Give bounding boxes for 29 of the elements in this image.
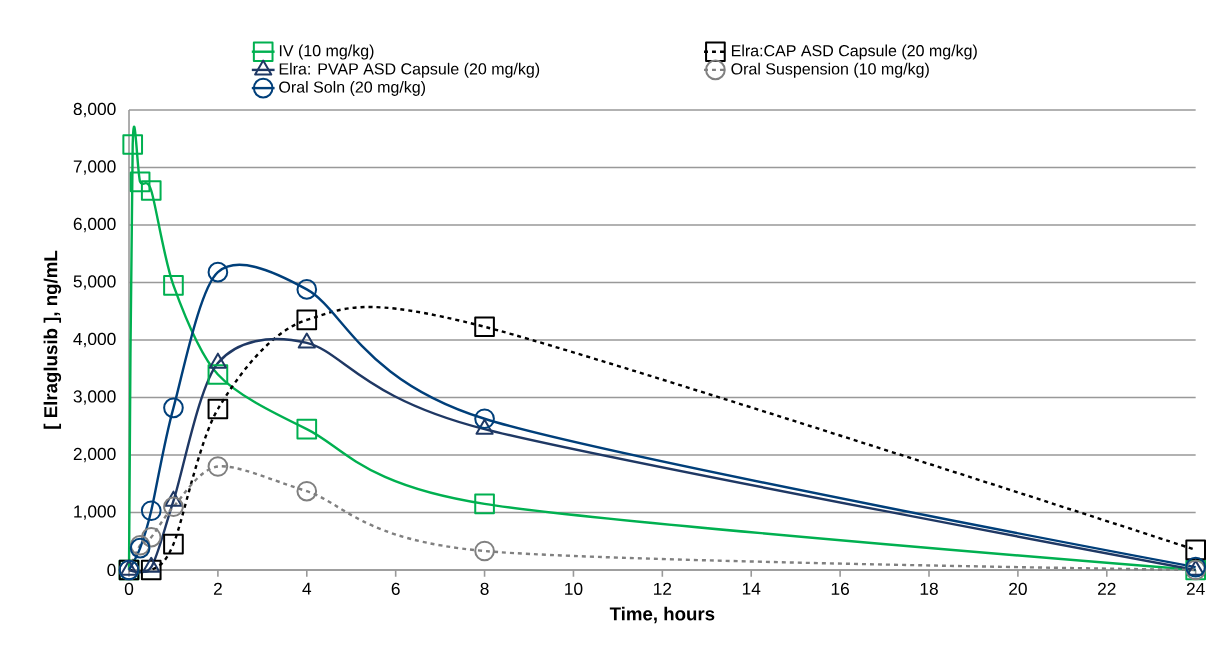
y-tick-label: 5,000 bbox=[73, 275, 116, 290]
x-tick-label: 0 bbox=[124, 582, 134, 595]
x-tick-label: 18 bbox=[920, 582, 938, 595]
y-tick-label: 1,000 bbox=[74, 505, 116, 520]
legend-label: Oral Soln (20 mg/kg) bbox=[279, 81, 426, 96]
y-tick-label: 2,000 bbox=[73, 447, 116, 463]
x-tick-label: 4 bbox=[302, 582, 312, 595]
y-tick-label: 3,000 bbox=[73, 390, 116, 405]
x-tick-label: 24 bbox=[1186, 582, 1205, 595]
legend-label: IV (10 mg/kg) bbox=[279, 44, 374, 60]
x-tick-label: 20 bbox=[1009, 582, 1027, 595]
y-tick-label: 6,000 bbox=[73, 217, 116, 233]
x-tick-label: 2 bbox=[213, 582, 222, 595]
legend-label: Oral Suspension (10 mg/kg) bbox=[731, 62, 929, 78]
y-axis-title: [ Elraglusib ], ng/mL bbox=[43, 250, 62, 429]
x-tick-label: 10 bbox=[565, 582, 583, 595]
y-tick-label: 8,000 bbox=[73, 102, 116, 118]
x-tick-label: 22 bbox=[1098, 582, 1116, 595]
x-tick-label: 6 bbox=[391, 582, 400, 595]
x-tick-label: 12 bbox=[654, 582, 672, 595]
y-tick-label: 0 bbox=[107, 563, 116, 577]
legend-label: Elra: PVAP ASD Capsule (20 mg/kg) bbox=[279, 62, 540, 78]
y-tick-label: 7,000 bbox=[73, 160, 116, 175]
x-axis-title: Time, hours bbox=[609, 606, 715, 624]
legend-label: Elra:CAP ASD Capsule (20 mg/kg) bbox=[731, 44, 977, 60]
x-tick-label: 14 bbox=[742, 582, 761, 595]
y-tick-label: 4,000 bbox=[73, 332, 116, 348]
x-tick-label: 16 bbox=[831, 582, 849, 595]
x-tick-label: 8 bbox=[480, 582, 489, 595]
